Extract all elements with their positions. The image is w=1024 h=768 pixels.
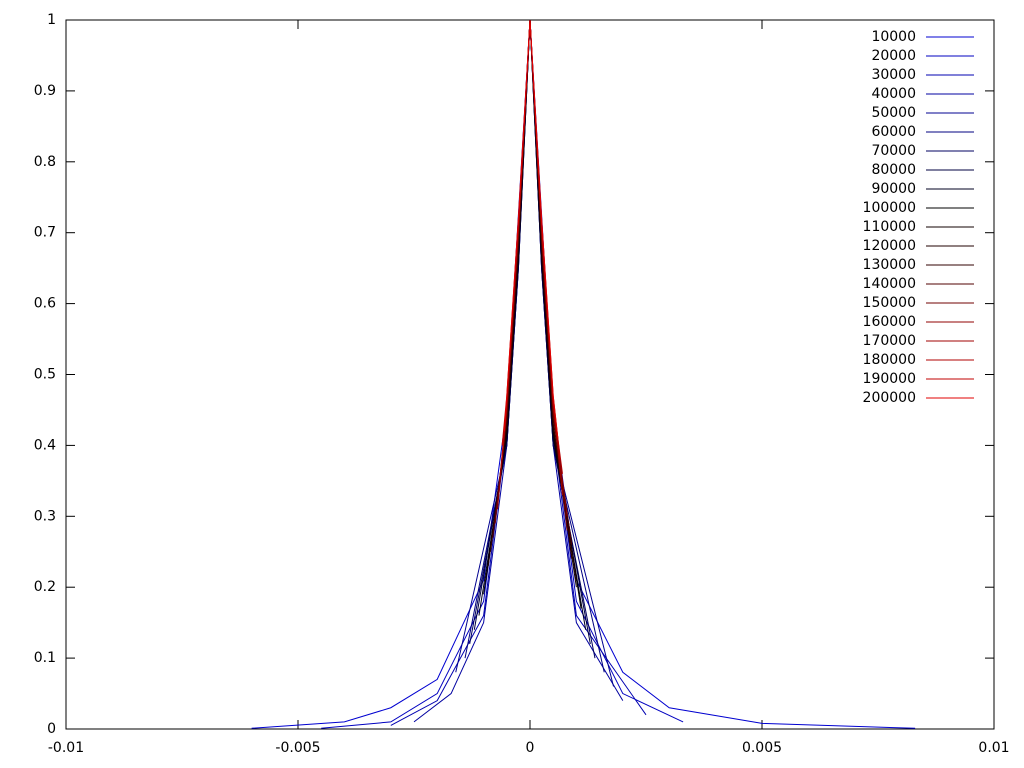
series-line: [501, 19, 563, 474]
x-tick-label: 0.005: [742, 740, 782, 756]
legend-label: 170000: [863, 333, 916, 349]
legend-label: 140000: [863, 276, 916, 292]
y-tick-label: 0: [47, 721, 56, 737]
y-tick-label: 0.7: [34, 225, 56, 241]
x-tick-label: -0.01: [48, 740, 84, 756]
y-tick-label: 0.5: [34, 367, 56, 383]
legend-label: 10000: [871, 29, 916, 45]
legend-label: 40000: [871, 86, 916, 102]
legend-label: 30000: [871, 67, 916, 83]
legend-label: 120000: [863, 238, 916, 254]
series-line: [321, 19, 684, 729]
y-tick-label: 0.3: [34, 508, 56, 524]
legend-label: 160000: [863, 314, 916, 330]
legend-label: 150000: [863, 295, 916, 311]
legend-label: 100000: [863, 200, 916, 216]
y-tick-label: 0.1: [34, 650, 56, 666]
legend-label: 20000: [871, 48, 916, 64]
legend-label: 110000: [863, 219, 916, 235]
legend-label: 200000: [863, 390, 916, 406]
x-tick-label: 0: [526, 740, 535, 756]
legend-label: 70000: [871, 143, 916, 159]
series-line: [503, 19, 559, 439]
y-tick-label: 0.4: [34, 437, 56, 453]
plot-frame: [65, 19, 995, 730]
legend-label: 60000: [871, 124, 916, 140]
x-tick-label: -0.005: [275, 740, 320, 756]
legend-label: 180000: [863, 352, 916, 368]
x-tick-label: 0.01: [978, 740, 1009, 756]
legend-label: 130000: [863, 257, 916, 273]
legend-label: 80000: [871, 162, 916, 178]
legend-label: 190000: [863, 371, 916, 387]
series-line: [390, 19, 647, 726]
y-tick-label: 0.2: [34, 579, 56, 595]
series-line: [251, 19, 916, 729]
y-tick-label: 1: [47, 12, 56, 28]
y-tick-label: 0.6: [34, 296, 56, 312]
legend-label: 90000: [871, 181, 916, 197]
legend-label: 50000: [871, 105, 916, 121]
y-tick-label: 0.8: [34, 154, 56, 170]
y-tick-label: 0.9: [34, 83, 56, 99]
